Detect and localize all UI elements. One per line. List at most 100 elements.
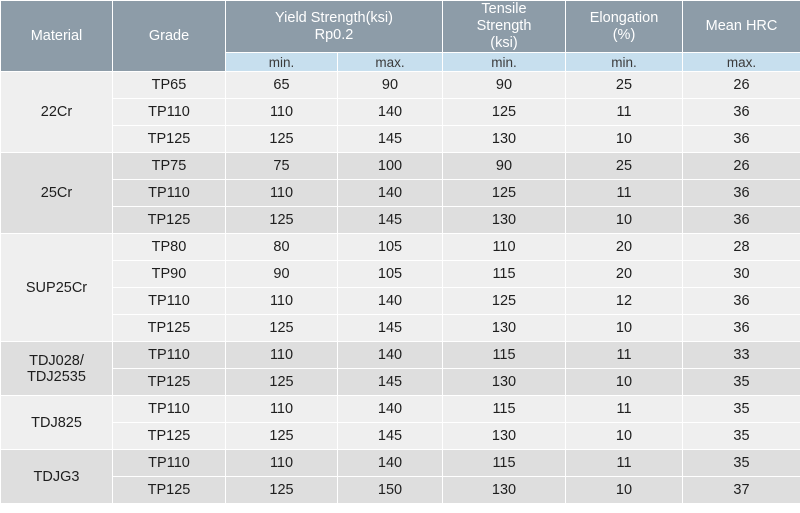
header-grade: Grade <box>112 0 226 72</box>
yield-max-cell: 140 <box>337 395 443 423</box>
header-yield-strength-line2: Rp0.2 <box>314 26 354 43</box>
hrc-max-cell: 37 <box>682 476 800 504</box>
header-elongation-line2: (%) <box>612 26 636 43</box>
table-row: TP125 125 145 130 10 36 <box>1 314 800 342</box>
hrc-max-cell: 35 <box>682 368 800 396</box>
yield-min-cell: 125 <box>225 476 338 504</box>
grade-cell: TP125 <box>112 314 226 342</box>
grade-cell: TP125 <box>112 422 226 450</box>
grade-cell: TP125 <box>112 368 226 396</box>
table-row: TP125 125 150 130 10 37 <box>1 476 800 504</box>
tensile-min-cell: 115 <box>442 449 566 477</box>
grade-cell: TP125 <box>112 125 226 153</box>
tensile-min-cell: 130 <box>442 206 566 234</box>
material-cell: SUP25Cr <box>0 233 113 342</box>
grade-cell: TP125 <box>112 476 226 504</box>
hrc-max-cell: 28 <box>682 233 800 261</box>
tensile-min-cell: 115 <box>442 395 566 423</box>
material-cell: TDJ028/ TDJ2535 <box>0 341 113 396</box>
table-row: TP125 125 145 130 10 36 <box>1 125 800 153</box>
table-row: TP110 110 140 125 12 36 <box>1 287 800 315</box>
yield-max-cell: 105 <box>337 233 443 261</box>
elongation-min-cell: 10 <box>565 125 683 153</box>
elongation-min-cell: 10 <box>565 314 683 342</box>
yield-min-cell: 125 <box>225 368 338 396</box>
hrc-max-cell: 36 <box>682 287 800 315</box>
table-row: TP125 125 145 130 10 35 <box>1 368 800 396</box>
subheader-tensile-min: min. <box>442 52 566 72</box>
subheader-yield-min: min. <box>225 52 338 72</box>
table-row: TDJG3 TP110 110 140 115 11 35 <box>0 449 800 504</box>
header-tensile-strength: Tensile Strength (ksi) <box>442 0 566 53</box>
tensile-min-cell: 125 <box>442 98 566 126</box>
tensile-min-cell: 130 <box>442 368 566 396</box>
elongation-min-cell: 10 <box>565 476 683 504</box>
tensile-min-cell: 125 <box>442 179 566 207</box>
grade-cell: TP110 <box>112 287 226 315</box>
table-row: TDJ825 TP110 110 140 115 11 35 <box>0 395 800 450</box>
elongation-min-cell: 20 <box>565 233 683 261</box>
header-yield-strength-line1: Yield Strength(ksi) <box>275 9 393 26</box>
yield-max-cell: 140 <box>337 287 443 315</box>
table-row: TP110 110 140 125 11 36 <box>1 179 800 207</box>
grade-cell: TP110 <box>112 98 226 126</box>
table-row: TP110 110 140 125 11 36 <box>1 98 800 126</box>
hrc-max-cell: 36 <box>682 125 800 153</box>
grade-cell: TP75 <box>112 152 226 180</box>
hrc-max-cell: 35 <box>682 449 800 477</box>
material-cell: TDJG3 <box>0 449 113 504</box>
tensile-min-cell: 110 <box>442 233 566 261</box>
tensile-min-cell: 130 <box>442 314 566 342</box>
hrc-max-cell: 35 <box>682 395 800 423</box>
tensile-min-cell: 130 <box>442 476 566 504</box>
header-elongation-line1: Elongation <box>589 9 659 26</box>
material-cell: 25Cr <box>0 152 113 234</box>
header-tensile-line3: (ksi) <box>490 35 518 51</box>
hrc-max-cell: 35 <box>682 422 800 450</box>
elongation-min-cell: 25 <box>565 152 683 180</box>
table-row: SUP25Cr TP80 80 105 110 20 28 <box>0 233 800 342</box>
tensile-min-cell: 90 <box>442 152 566 180</box>
yield-max-cell: 145 <box>337 422 443 450</box>
yield-min-cell: 65 <box>225 71 338 99</box>
yield-max-cell: 90 <box>337 71 443 99</box>
header-tensile-line1: Tensile <box>481 1 527 17</box>
table-row: 22Cr TP65 65 90 90 25 26 <box>0 71 800 153</box>
yield-min-cell: 110 <box>225 395 338 423</box>
yield-max-cell: 145 <box>337 206 443 234</box>
tensile-min-cell: 90 <box>442 71 566 99</box>
hrc-max-cell: 36 <box>682 314 800 342</box>
elongation-min-cell: 11 <box>565 98 683 126</box>
tensile-min-cell: 130 <box>442 125 566 153</box>
hrc-max-cell: 36 <box>682 179 800 207</box>
hrc-max-cell: 33 <box>682 341 800 369</box>
table-row: 25Cr TP75 75 100 90 25 26 <box>0 152 800 234</box>
subheader-elongation-min: min. <box>565 52 683 72</box>
elongation-min-cell: 12 <box>565 287 683 315</box>
grade-cell: TP110 <box>112 395 226 423</box>
table-body: 22Cr TP65 65 90 90 25 26 TP110 110 140 125 11 36 TP12… <box>0 71 800 504</box>
hrc-max-cell: 26 <box>682 71 800 99</box>
yield-min-cell: 110 <box>225 287 338 315</box>
yield-min-cell: 110 <box>225 179 338 207</box>
tensile-min-cell: 115 <box>442 260 566 288</box>
hrc-max-cell: 30 <box>682 260 800 288</box>
yield-min-cell: 125 <box>225 314 338 342</box>
grade-cell: TP90 <box>112 260 226 288</box>
yield-min-cell: 125 <box>225 125 338 153</box>
elongation-min-cell: 10 <box>565 422 683 450</box>
hrc-max-cell: 36 <box>682 206 800 234</box>
yield-max-cell: 140 <box>337 341 443 369</box>
elongation-min-cell: 11 <box>565 179 683 207</box>
elongation-min-cell: 20 <box>565 260 683 288</box>
yield-min-cell: 90 <box>225 260 338 288</box>
yield-min-cell: 75 <box>225 152 338 180</box>
table-row: TP125 125 145 130 10 35 <box>1 422 800 450</box>
material-cell: 22Cr <box>0 71 113 153</box>
yield-max-cell: 145 <box>337 368 443 396</box>
grade-cell: TP80 <box>112 233 226 261</box>
yield-max-cell: 105 <box>337 260 443 288</box>
elongation-min-cell: 25 <box>565 71 683 99</box>
yield-max-cell: 100 <box>337 152 443 180</box>
